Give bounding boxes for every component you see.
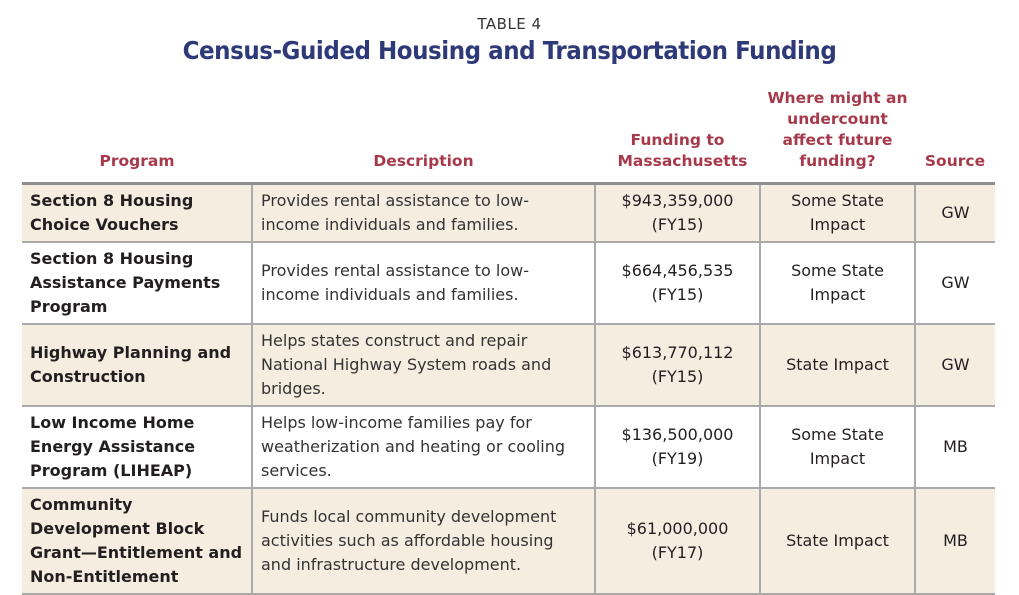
source-cell: GW [914,183,995,242]
program-cell: Community Development Block Grant—Entitl… [30,495,243,586]
funding-amount: $943,359,000 [621,191,734,210]
funding-cell: $61,000,000 (FY17) [594,488,760,594]
header-impact-text: Where might an undercount affect future … [767,89,908,170]
program-cell: Section 8 Housing Choice Vouchers [30,191,194,234]
table-row: Section 8 Housing Choice Vouchers Provide… [22,183,995,242]
impact-text: State Impact [786,531,889,550]
impact-text: Some State Impact [791,191,884,234]
impact-cell: Some State Impact [759,242,915,324]
header-description: Description [373,152,474,170]
funding-cell: $613,770,112 (FY15) [594,324,760,406]
table-title: Census-Guided Housing and Transportation… [182,36,837,65]
header-row: Program Description Funding to Massachus… [22,88,995,184]
funding-cell: $943,359,000 (FY15) [594,183,760,242]
source-cell: GW [914,242,995,324]
impact-cell: Some State Impact [759,183,915,242]
header-funding-text: Funding to Massachusetts [617,131,748,170]
description-cell: Helps states construct and repair Nation… [251,324,595,406]
funding-cell: $664,456,535 (FY15) [594,242,760,324]
funding-amount: $61,000,000 [626,519,729,538]
table-label: TABLE 4 [477,15,542,33]
funding-year: (FY19) [651,449,704,468]
funding-amount: $613,770,112 [621,343,734,362]
impact-cell: State Impact [759,324,915,406]
description-cell: Provides rental assistance to low-income… [251,242,595,324]
funding-year: (FY15) [651,285,704,304]
table-row: Highway Planning and Construction Helps s… [22,324,995,406]
program-cell: Highway Planning and Construction [30,343,232,386]
header-impact: Where might an undercount affect future … [760,88,915,184]
impact-text: State Impact [786,355,889,374]
source-cell: MB [914,406,995,488]
header-program: Program [99,152,175,170]
impact-cell: Some State Impact [759,406,915,488]
source-cell: GW [914,324,995,406]
header-funding: Funding to Massachusetts [595,88,760,184]
funding-year: (FY15) [651,367,704,386]
funding-table: Program Description Funding to Massachus… [22,88,995,595]
description-cell: Helps low-income families pay for weathe… [251,406,595,488]
table-row: Community Development Block Grant—Entitl… [22,488,995,594]
impact-text: Some State Impact [791,425,884,468]
impact-text: Some State Impact [791,261,884,304]
funding-year: (FY15) [651,215,704,234]
table-row: Section 8 Housing Assistance Payments Pr… [22,242,995,324]
funding-amount: $136,500,000 [621,425,734,444]
program-cell: Section 8 Housing Assistance Payments Pr… [30,249,221,316]
funding-year: (FY17) [651,543,704,562]
impact-cell: State Impact [759,488,915,594]
table-row: Low Income Home Energy Assistance Progra… [22,406,995,488]
description-cell: Funds local community development activi… [251,488,595,594]
source-cell: MB [914,488,995,594]
funding-amount: $664,456,535 [621,261,734,280]
funding-cell: $136,500,000 (FY19) [594,406,760,488]
description-cell: Provides rental assistance to low-income… [251,183,595,242]
header-source: Source [924,152,986,170]
program-cell: Low Income Home Energy Assistance Progra… [30,413,196,480]
